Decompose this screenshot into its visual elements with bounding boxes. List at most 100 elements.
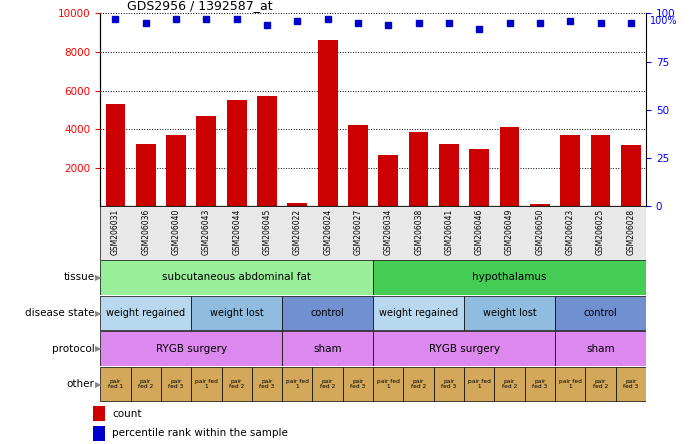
Bar xyxy=(196,116,216,206)
Text: pair
fed 1: pair fed 1 xyxy=(108,379,123,389)
Bar xyxy=(93,426,105,440)
Bar xyxy=(343,367,373,401)
Text: pair fed
1: pair fed 1 xyxy=(286,379,309,389)
Text: GSM206050: GSM206050 xyxy=(536,209,545,255)
Text: control: control xyxy=(584,308,618,318)
Text: sham: sham xyxy=(313,344,342,353)
Text: RYGB surgery: RYGB surgery xyxy=(428,344,500,353)
Text: pair fed
1: pair fed 1 xyxy=(468,379,491,389)
Text: sham: sham xyxy=(586,344,615,353)
Text: ▶: ▶ xyxy=(95,344,102,353)
Bar xyxy=(257,96,277,206)
Text: GSM206034: GSM206034 xyxy=(384,209,392,255)
Bar xyxy=(434,367,464,401)
Text: GSM206031: GSM206031 xyxy=(111,209,120,255)
Bar xyxy=(191,367,222,401)
Text: GSM206027: GSM206027 xyxy=(354,209,363,255)
Bar xyxy=(227,100,247,206)
Bar xyxy=(495,367,524,401)
Text: percentile rank within the sample: percentile rank within the sample xyxy=(112,428,288,439)
Bar xyxy=(409,132,428,206)
Text: GSM206038: GSM206038 xyxy=(414,209,423,255)
Text: GSM206024: GSM206024 xyxy=(323,209,332,255)
Bar xyxy=(469,148,489,206)
Bar xyxy=(555,367,585,401)
Text: GSM206044: GSM206044 xyxy=(232,209,241,255)
Bar xyxy=(282,367,312,401)
Text: weight lost: weight lost xyxy=(210,308,263,318)
Bar xyxy=(100,261,373,294)
Text: pair
fed 3: pair fed 3 xyxy=(259,379,274,389)
Text: pair fed
1: pair fed 1 xyxy=(377,379,399,389)
Bar xyxy=(464,367,495,401)
Bar xyxy=(379,155,398,206)
Text: subcutaneous abdominal fat: subcutaneous abdominal fat xyxy=(162,273,311,282)
Bar xyxy=(136,144,155,206)
Text: weight lost: weight lost xyxy=(483,308,536,318)
Text: GSM206036: GSM206036 xyxy=(141,209,150,255)
Text: GSM206043: GSM206043 xyxy=(202,209,211,255)
Bar xyxy=(404,367,434,401)
Bar xyxy=(161,367,191,401)
Bar xyxy=(252,367,282,401)
Text: GSM206022: GSM206022 xyxy=(293,209,302,255)
Bar xyxy=(560,135,580,206)
Text: pair
fed 3: pair fed 3 xyxy=(442,379,457,389)
Text: count: count xyxy=(112,408,142,419)
Bar xyxy=(555,296,646,330)
Text: pair
fed 3: pair fed 3 xyxy=(350,379,366,389)
Text: GSM206028: GSM206028 xyxy=(627,209,636,255)
Bar xyxy=(282,296,373,330)
Bar xyxy=(287,202,307,206)
Bar xyxy=(524,367,555,401)
Bar xyxy=(93,406,105,421)
Text: ▶: ▶ xyxy=(95,380,102,388)
Text: ▶: ▶ xyxy=(95,309,102,317)
Text: pair
fed 3: pair fed 3 xyxy=(532,379,547,389)
Bar xyxy=(373,296,464,330)
Bar xyxy=(106,104,125,206)
Text: GSM206046: GSM206046 xyxy=(475,209,484,255)
Text: 100%: 100% xyxy=(650,16,677,26)
Text: GDS2956 / 1392587_at: GDS2956 / 1392587_at xyxy=(127,0,273,12)
Bar xyxy=(348,125,368,206)
Text: pair
fed 2: pair fed 2 xyxy=(320,379,335,389)
Text: GSM206045: GSM206045 xyxy=(263,209,272,255)
Text: tissue: tissue xyxy=(64,273,95,282)
Bar xyxy=(318,40,337,206)
Bar xyxy=(555,332,646,365)
Text: pair
fed 2: pair fed 2 xyxy=(593,379,608,389)
Bar xyxy=(373,367,404,401)
Text: pair
fed 2: pair fed 2 xyxy=(229,379,245,389)
Text: pair fed
1: pair fed 1 xyxy=(195,379,218,389)
Text: pair
fed 2: pair fed 2 xyxy=(138,379,153,389)
Text: GSM206040: GSM206040 xyxy=(171,209,180,255)
Text: weight regained: weight regained xyxy=(379,308,458,318)
Bar xyxy=(191,296,282,330)
Text: pair fed
1: pair fed 1 xyxy=(559,379,582,389)
Bar xyxy=(439,144,459,206)
Text: pair
fed 3: pair fed 3 xyxy=(623,379,638,389)
Bar xyxy=(100,332,282,365)
Bar xyxy=(100,367,131,401)
Text: RYGB surgery: RYGB surgery xyxy=(155,344,227,353)
Bar xyxy=(100,296,191,330)
Text: control: control xyxy=(311,308,345,318)
Bar xyxy=(312,367,343,401)
Text: GSM206041: GSM206041 xyxy=(444,209,453,255)
Text: GSM206025: GSM206025 xyxy=(596,209,605,255)
Bar xyxy=(282,332,373,365)
Text: weight regained: weight regained xyxy=(106,308,185,318)
Text: other: other xyxy=(67,379,95,389)
Bar xyxy=(621,145,641,206)
Text: hypothalamus: hypothalamus xyxy=(473,273,547,282)
Text: ▶: ▶ xyxy=(95,273,102,282)
Text: pair
fed 3: pair fed 3 xyxy=(169,379,184,389)
Bar xyxy=(616,367,646,401)
Bar xyxy=(464,296,555,330)
Text: GSM206023: GSM206023 xyxy=(566,209,575,255)
Bar xyxy=(131,367,161,401)
Text: protocol: protocol xyxy=(52,344,95,353)
Text: disease state: disease state xyxy=(25,308,95,318)
Bar xyxy=(166,135,186,206)
